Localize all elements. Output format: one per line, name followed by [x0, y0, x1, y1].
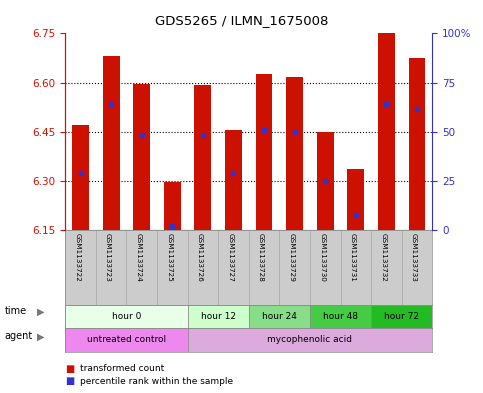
- Bar: [317, 132, 334, 230]
- Bar: [310, 305, 371, 328]
- Bar: [218, 230, 249, 305]
- Text: GSM1133732: GSM1133732: [381, 233, 386, 282]
- Bar: [127, 230, 157, 305]
- Text: hour 48: hour 48: [323, 312, 358, 321]
- Text: hour 24: hour 24: [262, 312, 297, 321]
- Bar: [256, 74, 272, 230]
- Text: ■: ■: [65, 364, 74, 374]
- Bar: [65, 305, 187, 328]
- Bar: [157, 230, 187, 305]
- Text: GSM1133726: GSM1133726: [197, 233, 203, 282]
- Bar: [286, 77, 303, 230]
- Bar: [279, 230, 310, 305]
- Bar: [96, 230, 127, 305]
- Text: GSM1133725: GSM1133725: [166, 233, 172, 282]
- Bar: [65, 230, 96, 305]
- Bar: [187, 230, 218, 305]
- Text: mycophenolic acid: mycophenolic acid: [268, 336, 353, 344]
- Bar: [249, 305, 310, 328]
- Text: GSM1133730: GSM1133730: [319, 233, 325, 282]
- Text: GDS5265 / ILMN_1675008: GDS5265 / ILMN_1675008: [155, 14, 328, 27]
- Text: ■: ■: [65, 376, 74, 386]
- Bar: [409, 58, 426, 230]
- Bar: [65, 328, 187, 352]
- Bar: [187, 328, 432, 352]
- Bar: [72, 125, 89, 230]
- Text: GSM1133722: GSM1133722: [74, 233, 81, 282]
- Text: ▶: ▶: [37, 307, 45, 317]
- Text: GSM1133729: GSM1133729: [289, 233, 295, 282]
- Text: hour 12: hour 12: [200, 312, 236, 321]
- Text: GSM1133727: GSM1133727: [227, 233, 233, 282]
- Text: GSM1133731: GSM1133731: [350, 233, 356, 282]
- Text: GSM1133723: GSM1133723: [105, 233, 111, 282]
- Bar: [402, 230, 432, 305]
- Bar: [195, 85, 211, 230]
- Bar: [133, 84, 150, 230]
- Text: untreated control: untreated control: [87, 336, 166, 344]
- Bar: [187, 305, 249, 328]
- Bar: [249, 230, 279, 305]
- Text: GSM1133733: GSM1133733: [411, 233, 417, 282]
- Text: ▶: ▶: [37, 332, 45, 342]
- Bar: [103, 56, 119, 230]
- Bar: [371, 230, 402, 305]
- Text: GSM1133724: GSM1133724: [136, 233, 142, 282]
- Text: hour 72: hour 72: [384, 312, 419, 321]
- Bar: [225, 130, 242, 230]
- Bar: [341, 230, 371, 305]
- Text: hour 0: hour 0: [112, 312, 141, 321]
- Text: agent: agent: [5, 331, 33, 341]
- Bar: [347, 169, 364, 230]
- Bar: [164, 182, 181, 230]
- Bar: [378, 33, 395, 230]
- Bar: [371, 305, 432, 328]
- Text: GSM1133728: GSM1133728: [258, 233, 264, 282]
- Text: percentile rank within the sample: percentile rank within the sample: [80, 377, 233, 386]
- Bar: [310, 230, 341, 305]
- Text: transformed count: transformed count: [80, 364, 164, 373]
- Text: time: time: [5, 306, 27, 316]
